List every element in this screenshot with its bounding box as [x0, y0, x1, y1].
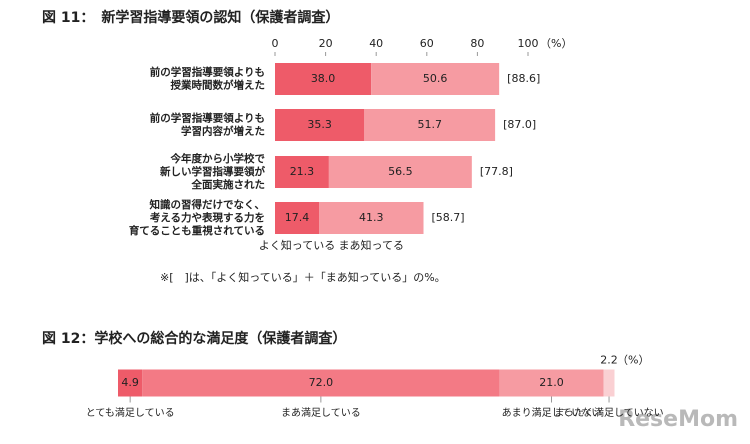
- value-label: 21.3: [290, 165, 315, 178]
- value-label: 41.3: [359, 211, 384, 224]
- total-label: [58.7]: [432, 211, 465, 224]
- category-label: 前の学習指導要領よりも授業時間数が増えた: [150, 66, 265, 92]
- value-label: 35.3: [307, 118, 332, 131]
- bar-segment: [603, 369, 615, 397]
- x-tick-label: 100: [518, 37, 539, 50]
- value-label: 51.7: [417, 118, 442, 131]
- value-label: 56.5: [388, 165, 413, 178]
- bar-segment: [275, 63, 372, 95]
- legend-label: まったく満足していない: [554, 407, 663, 419]
- value-label: 38.0: [311, 72, 336, 85]
- total-label: [77.8]: [480, 165, 513, 178]
- value-label: 2.2: [600, 354, 618, 367]
- bar-segment: [364, 109, 496, 141]
- value-label: 17.4: [285, 211, 310, 224]
- bar-segment: [142, 369, 500, 397]
- x-tick-label: 20: [319, 37, 333, 50]
- note: ※[ ]は、「よく知っている」＋「まあ知っている」の%。: [160, 270, 446, 284]
- value-label: 4.9: [121, 376, 139, 389]
- x-tick-label: 0: [272, 37, 279, 50]
- bar-segment: [319, 202, 424, 234]
- value-label: 50.6: [423, 72, 448, 85]
- bar-segment: [275, 156, 329, 188]
- category-label: 前の学習指導要領よりも学習内容が増えた: [150, 112, 265, 138]
- axis-unit: （%）: [540, 37, 572, 50]
- category-label: 知識の習得だけでなく、考える力や表現する力を育てることも重視されている: [129, 198, 265, 237]
- x-tick-label: 80: [470, 37, 484, 50]
- x-tick-label: 60: [420, 37, 434, 50]
- bar-segment: [328, 156, 472, 188]
- bar-segment: [499, 369, 604, 397]
- legend-label: よく知っている: [259, 238, 335, 252]
- chart-title: 図 12：学校への総合的な満足度（保護者調査）: [42, 330, 346, 347]
- value-label: 21.0: [539, 376, 564, 389]
- legend-label: とても満足している: [86, 407, 175, 419]
- chart-title: 図 11： 新学習指導要領の認知（保護者調査）: [42, 9, 339, 26]
- legend-label: まあ知ってる: [339, 238, 404, 252]
- total-label: [87.0]: [503, 118, 536, 131]
- axis-unit: （%）: [617, 354, 649, 367]
- category-label: 今年度から小学校で新しい学習指導要領が全面実施された: [160, 152, 265, 191]
- value-label: 72.0: [309, 376, 334, 389]
- total-label: [88.6]: [507, 72, 540, 85]
- x-tick-label: 40: [369, 37, 383, 50]
- bar-segment: [275, 109, 365, 141]
- legend-label: あまり満足していない: [502, 407, 602, 419]
- bar-segment: [371, 63, 500, 95]
- watermark: ReseMom: [618, 407, 738, 432]
- bar-segment: [275, 202, 320, 234]
- bar-segment: [118, 369, 143, 397]
- legend-label: まあ満足している: [281, 407, 361, 419]
